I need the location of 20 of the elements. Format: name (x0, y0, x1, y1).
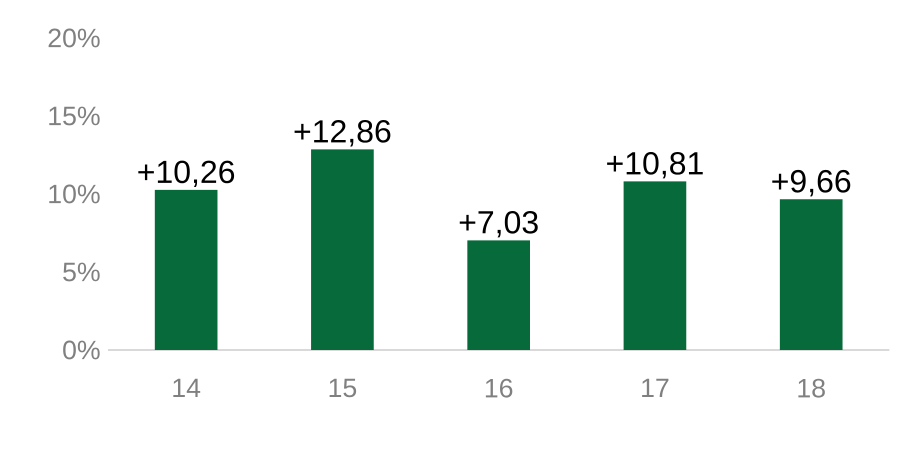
x-tick-label: 17 (642, 378, 668, 398)
data-label: +10,81 (607, 152, 703, 178)
bar (624, 181, 686, 350)
bar (780, 199, 843, 350)
data-label: +7,03 (460, 210, 538, 238)
bar (154, 190, 218, 350)
x-tick-label: 16 (486, 378, 512, 398)
y-tick-label: 10% (49, 184, 100, 204)
y-tick-label: 20% (48, 28, 100, 48)
x-tick-label: 14 (173, 378, 200, 398)
data-label: +10,26 (138, 160, 234, 188)
bar (311, 149, 374, 350)
y-tick-label: 0% (63, 340, 100, 360)
y-tick-label: 15% (49, 106, 100, 126)
bar (467, 240, 530, 350)
x-tick-label: 18 (798, 378, 825, 398)
data-label: +9,66 (772, 170, 850, 196)
y-tick-label: 5% (63, 262, 100, 282)
x-tick-label: 15 (330, 378, 356, 398)
data-label: +12,86 (294, 120, 390, 146)
